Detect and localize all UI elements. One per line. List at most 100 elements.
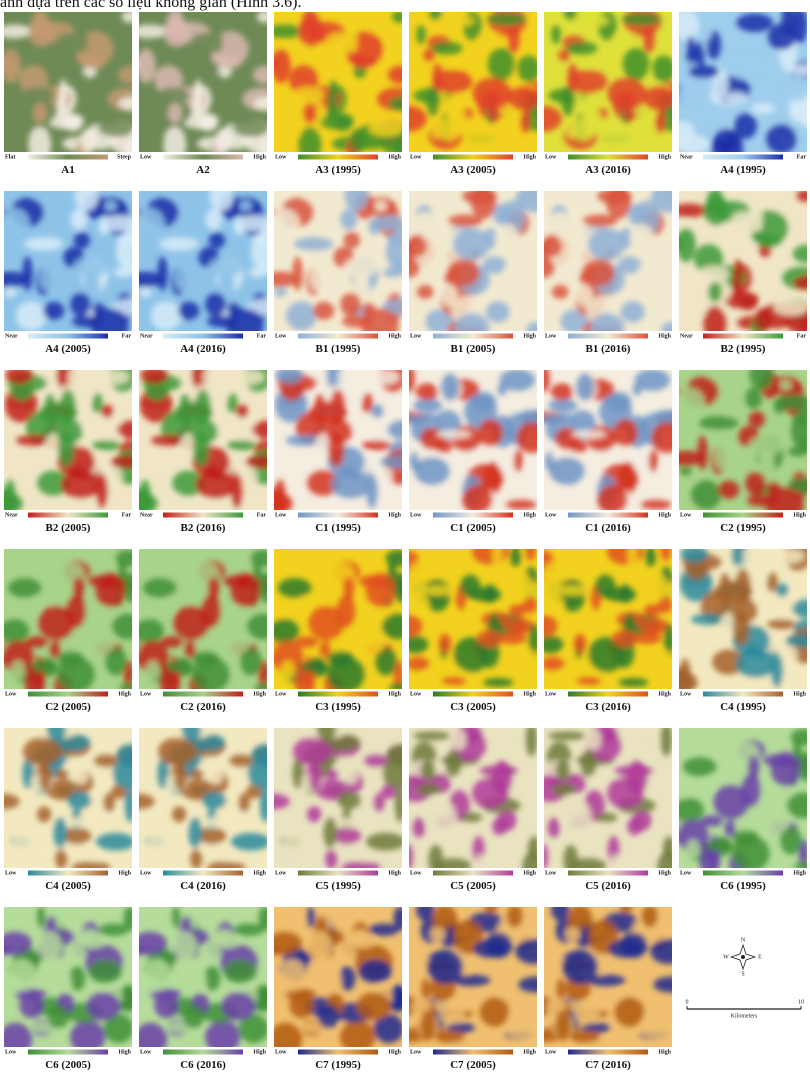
legend-bar xyxy=(703,871,783,876)
map-patch xyxy=(783,78,809,102)
map-patch xyxy=(145,832,182,867)
legend-bar xyxy=(298,155,378,160)
legend-bar xyxy=(28,692,108,697)
map-patch xyxy=(313,302,334,320)
legend-high-label: Steep xyxy=(117,154,132,160)
map-patch xyxy=(39,265,56,291)
map-patch xyxy=(447,215,482,227)
map-image xyxy=(672,728,810,877)
map-patch xyxy=(446,259,479,286)
map-patch xyxy=(515,648,537,671)
map-panel: LowHighA3 (2005) xyxy=(391,0,554,176)
map-image xyxy=(530,899,688,1052)
map-patch xyxy=(339,966,355,990)
map-patch xyxy=(508,572,533,601)
map-patch xyxy=(566,42,598,55)
legend-low-label: Near xyxy=(140,512,153,518)
panel-caption: C7 (2016) xyxy=(585,1059,631,1071)
legend-high-label: High xyxy=(523,154,536,160)
map-patch xyxy=(627,761,648,795)
map-patch xyxy=(303,103,317,124)
map-patch xyxy=(524,298,533,306)
map-patch xyxy=(168,103,182,124)
legend-low-label: Low xyxy=(140,870,152,876)
map-patch xyxy=(33,103,47,124)
map-patch xyxy=(568,70,608,94)
legend-low-label: Near xyxy=(680,333,693,339)
map-patch xyxy=(615,997,645,1027)
compass-west: W xyxy=(723,954,729,960)
map-patch xyxy=(433,70,473,94)
map-panel: NearFarB2 (2016) xyxy=(124,359,285,534)
figure: FlatSteepA1LowHighA2LowHighA3 (1995)LowH… xyxy=(0,0,810,1086)
map-patch xyxy=(264,493,293,514)
map-patch xyxy=(571,430,606,439)
scale-unit: Kilometers xyxy=(731,1013,758,1019)
map-patch xyxy=(756,235,782,248)
map-patch xyxy=(413,732,451,741)
panel-caption: B1 (2016) xyxy=(586,343,631,355)
legend-high-label: High xyxy=(388,870,401,876)
map-image xyxy=(399,184,552,345)
map-patch xyxy=(201,817,238,828)
legend-low-label: Low xyxy=(410,512,422,518)
map-patch xyxy=(480,997,510,1027)
legend-bar xyxy=(163,1050,243,1055)
map-patch xyxy=(586,728,602,750)
legend-low-label: Low xyxy=(275,512,287,518)
map-image xyxy=(396,534,545,690)
map-patch xyxy=(151,301,182,331)
map-patch xyxy=(336,595,356,628)
map-panel: NearFarA4 (2005) xyxy=(0,181,148,355)
map-patch xyxy=(356,992,391,1020)
map-patch xyxy=(325,769,339,779)
map-patch xyxy=(672,787,691,798)
map-patch xyxy=(393,906,407,930)
map-patch xyxy=(31,596,40,613)
map-patch xyxy=(129,493,158,514)
map-patch xyxy=(218,271,234,290)
map-patch xyxy=(230,739,249,753)
panel-caption: B2 (2005) xyxy=(46,522,91,534)
map-patch xyxy=(366,833,406,851)
map-image xyxy=(126,181,283,343)
map-patch xyxy=(683,757,717,776)
map-patch xyxy=(643,572,668,601)
panel-caption: C2 (2005) xyxy=(45,701,91,713)
map-patch xyxy=(174,265,191,291)
legend-low-label: Near xyxy=(5,512,18,518)
map-patch xyxy=(439,1001,464,1026)
legend-high-label: High xyxy=(523,870,536,876)
map-patch xyxy=(416,25,426,44)
map-image xyxy=(666,360,810,522)
map-patch xyxy=(565,927,581,942)
map-patch xyxy=(227,440,256,451)
map-patch xyxy=(624,91,634,123)
map-patch xyxy=(374,200,387,212)
map-patch xyxy=(492,761,513,795)
map-patch xyxy=(57,651,84,666)
map-patch xyxy=(116,236,135,269)
map-patch xyxy=(733,611,750,646)
legend-bar xyxy=(568,155,648,160)
map-panel: LowHighC1 (1995) xyxy=(259,359,420,534)
map-patch xyxy=(725,92,747,104)
map-patch xyxy=(539,365,550,392)
map-patch xyxy=(286,301,317,331)
map-patch xyxy=(271,49,291,83)
map-patch xyxy=(8,578,42,597)
legend-high-label: High xyxy=(658,333,671,339)
map-image xyxy=(0,9,146,163)
map-patch xyxy=(697,435,707,469)
map-patch xyxy=(703,196,729,226)
map-patch xyxy=(66,817,103,828)
map-patch xyxy=(551,383,574,400)
map-patch xyxy=(606,185,631,219)
map-patch xyxy=(572,799,586,818)
map-panel: LowHighA3 (2016) xyxy=(526,0,689,176)
map-patch xyxy=(193,432,210,467)
map-image xyxy=(124,359,285,526)
legend-high-label: High xyxy=(658,691,671,697)
legend-bar xyxy=(28,513,108,518)
panel-caption: A3 (2016) xyxy=(585,164,631,176)
